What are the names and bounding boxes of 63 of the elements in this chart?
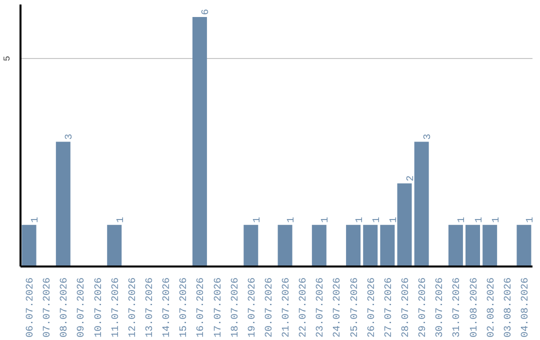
data-label: 1 <box>372 216 383 223</box>
x-tick-label: 24.07.2026 <box>332 277 344 338</box>
x-tick-label: 25.07.2026 <box>350 277 361 338</box>
x-tick-label: 30.07.2026 <box>435 277 446 338</box>
x-tick-label: 18.07.2026 <box>230 277 242 338</box>
data-label: 1 <box>30 216 42 223</box>
data-label: 1 <box>474 216 486 223</box>
bar <box>397 183 412 266</box>
bar <box>244 224 258 266</box>
data-label: 2 <box>406 175 417 182</box>
x-tick-label: 16.07.2026 <box>196 277 208 338</box>
data-label: 1 <box>354 216 366 223</box>
bar <box>56 142 70 266</box>
x-tick-label: 27.07.2026 <box>384 277 395 338</box>
data-label: 1 <box>491 216 502 223</box>
bar <box>482 224 498 266</box>
x-tick-label: 04.08.2026 <box>520 277 532 338</box>
x-tick-label: 29.07.2026 <box>418 277 430 338</box>
bar <box>516 224 532 266</box>
x-tick-label: 31.07.2026 <box>452 277 464 338</box>
x-tick-label: 15.07.2026 <box>179 277 190 338</box>
bar <box>363 224 378 266</box>
x-tick-label: 09.07.2026 <box>76 277 88 338</box>
x-tick-label: 12.07.2026 <box>128 277 139 338</box>
x-tick-label: 03.08.2026 <box>503 277 514 338</box>
bar <box>107 224 122 266</box>
data-label: 1 <box>252 216 264 223</box>
x-tick-label: 19.07.2026 <box>247 277 258 338</box>
data-label: 1 <box>388 216 400 223</box>
bar <box>448 224 463 266</box>
data-label: 6 <box>201 8 212 15</box>
bar <box>346 224 361 266</box>
x-tick-label: 11.07.2026 <box>110 277 122 338</box>
data-label: 1 <box>320 216 332 223</box>
x-tick-label: 06.07.2026 <box>26 277 37 338</box>
x-tick-label: 28.07.2026 <box>401 277 412 338</box>
bar <box>312 224 326 266</box>
bar <box>380 224 395 266</box>
bar <box>466 224 480 266</box>
x-tick-label: 26.07.2026 <box>366 277 378 338</box>
x-tick-label: 10.07.2026 <box>94 277 105 338</box>
x-tick-label: 14.07.2026 <box>162 277 174 338</box>
bar <box>278 224 292 266</box>
bar <box>414 142 429 266</box>
x-tick-label: 01.08.2026 <box>469 277 480 338</box>
data-label: 3 <box>423 134 434 140</box>
x-tick-label: 22.07.2026 <box>298 277 310 338</box>
data-label: 1 <box>525 216 536 223</box>
data-label: 1 <box>116 216 127 223</box>
data-label: 3 <box>64 134 76 140</box>
x-tick-label: 23.07.2026 <box>316 277 327 338</box>
x-tick-label: 08.07.2026 <box>60 277 71 338</box>
y-tick-label: 5 <box>2 56 12 62</box>
bar <box>192 16 207 266</box>
bar <box>22 224 36 266</box>
x-tick-label: 07.07.2026 <box>42 277 54 338</box>
data-label: 1 <box>286 216 298 223</box>
x-tick-label: 02.08.2026 <box>486 277 498 338</box>
data-label: 1 <box>457 216 468 223</box>
x-tick-label: 17.07.2026 <box>213 277 224 338</box>
x-tick-label: 21.07.2026 <box>282 277 293 338</box>
x-tick-label: 20.07.2026 <box>264 277 276 338</box>
x-tick-label: 13.07.2026 <box>145 277 156 338</box>
